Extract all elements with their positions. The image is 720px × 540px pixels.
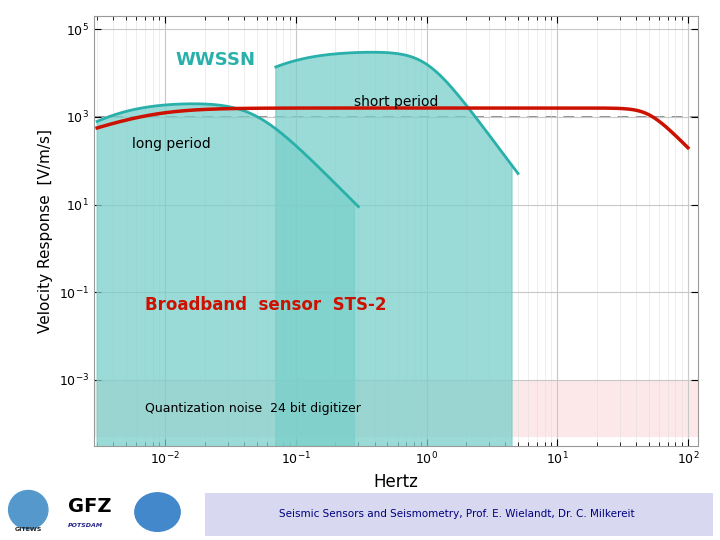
Polygon shape <box>97 104 354 511</box>
Text: Quantization noise  24 bit digitizer: Quantization noise 24 bit digitizer <box>145 402 361 415</box>
Y-axis label: Velocity Response  [V/m/s]: Velocity Response [V/m/s] <box>38 129 53 333</box>
X-axis label: Hertz: Hertz <box>374 472 418 490</box>
Text: Seismic Sensors and Seismometry, Prof. E. Wielandt, Dr. C. Milkereit: Seismic Sensors and Seismometry, Prof. E… <box>279 509 635 519</box>
Bar <box>94 380 698 437</box>
Text: GITEWS: GITEWS <box>14 527 42 532</box>
Polygon shape <box>276 52 512 511</box>
Circle shape <box>135 493 180 531</box>
Text: long period: long period <box>132 137 210 151</box>
Text: short period: short period <box>354 95 439 109</box>
Circle shape <box>9 490 48 529</box>
Text: POTSDAM: POTSDAM <box>68 523 103 528</box>
Bar <box>205 493 713 536</box>
Text: GFZ: GFZ <box>68 497 112 516</box>
Text: Broadband  sensor  STS-2: Broadband sensor STS-2 <box>145 295 387 314</box>
Text: WWSSN: WWSSN <box>176 51 256 70</box>
